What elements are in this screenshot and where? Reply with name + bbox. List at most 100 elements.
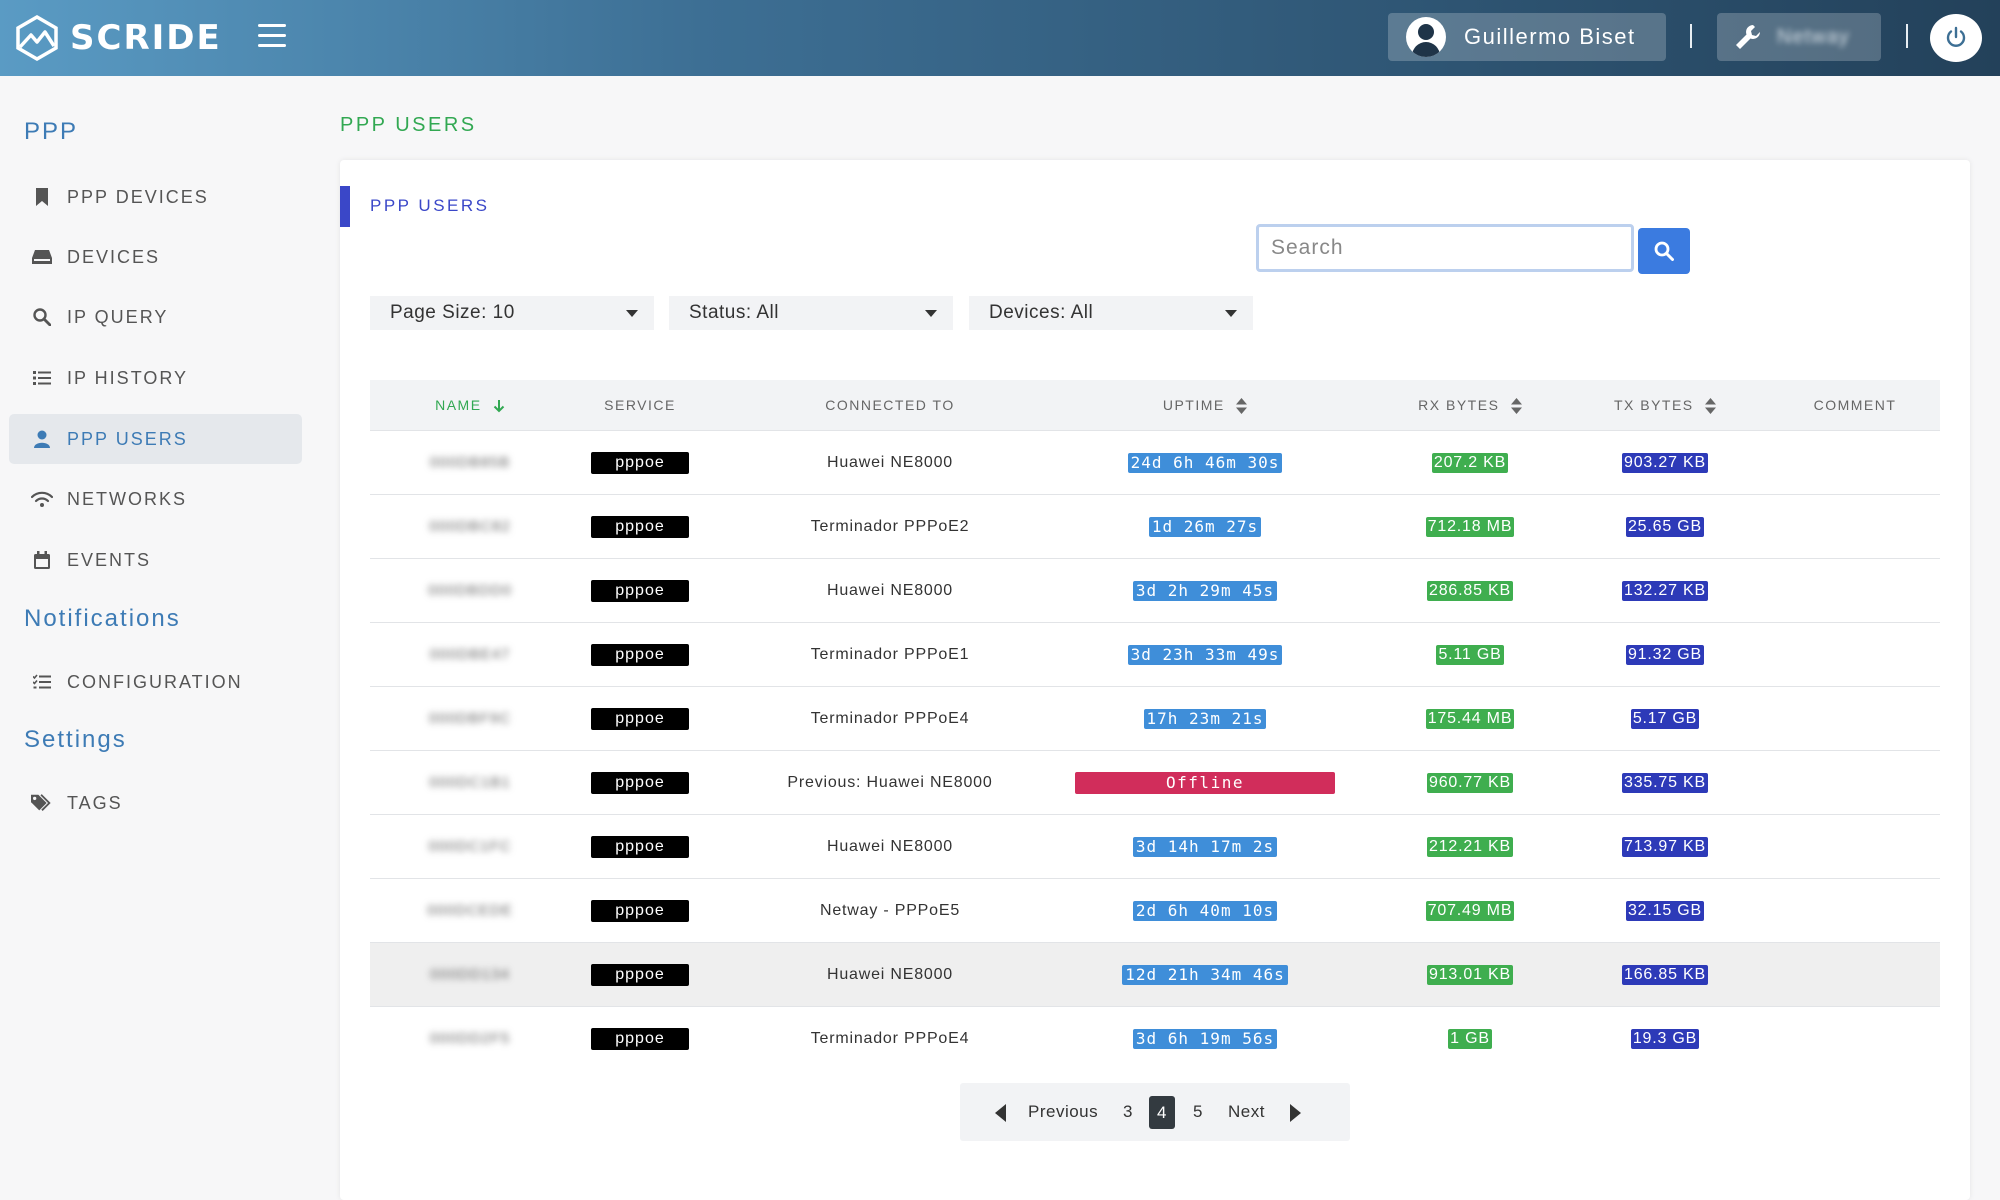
user-name-cell[interactable]: 000DBE47 xyxy=(429,646,511,663)
page-button-4-current[interactable]: 4 xyxy=(1149,1096,1175,1129)
column-header-connected-to: CONNECTED TO xyxy=(825,397,955,413)
sidebar-item-tags[interactable]: TAGS xyxy=(9,778,302,828)
user-name: Guillermo Biset xyxy=(1464,24,1636,49)
service-badge: pppoe xyxy=(591,899,689,922)
card-title: PPP USERS xyxy=(370,196,490,215)
user-menu-button[interactable]: Guillermo Biset xyxy=(1388,13,1666,61)
table-row[interactable]: 000DC1FC pppoe Huawei NE8000 3d 14h 17m 2s 2… xyxy=(370,814,1940,878)
sidebar-item-events[interactable]: EVENTS xyxy=(9,535,302,585)
user-name-cell[interactable]: 000DD134 xyxy=(430,966,510,983)
checklist-icon xyxy=(31,674,53,690)
service-badge: pppoe xyxy=(591,771,689,794)
devices-select[interactable]: Devices: All xyxy=(969,296,1253,330)
column-header-tx-bytes[interactable]: TX BYTES xyxy=(1580,380,1750,430)
status-select[interactable]: Status: All xyxy=(669,296,953,330)
page-size-select[interactable]: Page Size: 10 xyxy=(370,296,654,330)
user-name-cell[interactable]: 000DC1FC xyxy=(428,838,512,855)
sidebar-item-networks[interactable]: NETWORKS xyxy=(9,474,302,524)
table-row[interactable]: 000DBF9C pppoe Terminador PPPoE4 17h 23m 21… xyxy=(370,686,1940,750)
chevron-right-icon[interactable] xyxy=(1290,1104,1301,1122)
calendar-icon xyxy=(31,551,53,569)
table-row[interactable]: 000DD134 pppoe Huawei NE8000 12d 21h 34m 46… xyxy=(370,942,1940,1006)
user-name-cell[interactable]: 000DBC82 xyxy=(429,518,511,535)
pagination: Previous 3 4 5 Next xyxy=(960,1083,1350,1141)
sidebar-item-label: CONFIGURATION xyxy=(67,671,243,692)
column-header-rx-bytes[interactable]: RX BYTES xyxy=(1360,380,1580,430)
page-button-5[interactable]: 5 xyxy=(1193,1102,1203,1121)
sidebar-item-configuration[interactable]: CONFIGURATION xyxy=(9,657,302,707)
column-header-name[interactable]: NAME xyxy=(370,380,570,430)
chevron-down-icon xyxy=(1225,310,1237,317)
sidebar-item-ppp-users[interactable]: PPP USERS xyxy=(9,414,302,464)
table-row[interactable]: 000DB85B pppoe Huawei NE8000 24d 6h 46m 30s… xyxy=(370,430,1940,494)
table-row[interactable]: 000DCEDE pppoe Netway - PPPoE5 2d 6h 40m 10… xyxy=(370,878,1940,942)
table-row[interactable]: 000DC1B1 pppoe Previous: Huawei NE8000 Offl… xyxy=(370,750,1940,814)
sidebar-item-label: PPP DEVICES xyxy=(67,186,209,207)
chevron-left-icon[interactable] xyxy=(995,1104,1006,1122)
user-icon xyxy=(31,430,53,448)
column-header-comment: COMMENT xyxy=(1813,397,1897,413)
organization-button[interactable]: Netway xyxy=(1717,13,1881,61)
menu-toggle-button[interactable] xyxy=(258,24,286,50)
sidebar-item-ip-history[interactable]: IP HISTORY xyxy=(9,353,302,403)
table-row[interactable]: 000DD2F5 pppoe Terminador PPPoE4 3d 6h 19m … xyxy=(370,1006,1940,1070)
page-size-value: Page Size: 10 xyxy=(390,302,515,323)
connected-to-cell: Huawei NE8000 xyxy=(826,453,954,471)
top-header: SCRIDE Guillermo Biset Netway xyxy=(0,0,2000,76)
connected-to-cell: Huawei NE8000 xyxy=(826,965,954,983)
avatar-icon xyxy=(1406,17,1446,57)
sidebar-item-ppp-devices[interactable]: PPP DEVICES xyxy=(9,172,302,222)
table-row[interactable]: 000DBC82 pppoe Terminador PPPoE2 1d 26m 27s… xyxy=(370,494,1940,558)
service-badge: pppoe xyxy=(591,515,689,538)
rx-bytes-badge: 286.85 KB xyxy=(1427,580,1513,601)
service-badge: pppoe xyxy=(591,451,689,474)
organization-name: Netway xyxy=(1777,25,1850,48)
rx-bytes-badge: 212.21 KB xyxy=(1427,836,1513,857)
table-row[interactable]: 000DBDD0 pppoe Huawei NE8000 3d 2h 29m 45s 2… xyxy=(370,558,1940,622)
rx-bytes-badge: 207.2 KB xyxy=(1431,452,1509,473)
page-button-3[interactable]: 3 xyxy=(1123,1102,1133,1121)
uptime-badge: 3d 14h 17m 2s xyxy=(1132,836,1278,857)
user-name-cell[interactable]: 000DB85B xyxy=(429,454,511,471)
next-page-button[interactable]: Next xyxy=(1228,1102,1265,1121)
uptime-badge: 3d 2h 29m 45s xyxy=(1132,580,1278,601)
user-name-cell[interactable]: 000DBDD0 xyxy=(428,582,512,599)
sidebar-item-ip-query[interactable]: IP QUERY xyxy=(9,292,302,342)
connected-to-cell: Previous: Huawei NE8000 xyxy=(787,773,993,791)
table-header: NAME SERVICE CONNECTED TO UPTIME RX BYTE… xyxy=(370,380,1940,430)
logout-button[interactable] xyxy=(1930,14,1982,62)
search-input[interactable] xyxy=(1256,224,1634,272)
service-badge: pppoe xyxy=(591,707,689,730)
column-header-uptime[interactable]: UPTIME xyxy=(1050,380,1360,430)
connected-to-cell: Huawei NE8000 xyxy=(826,581,954,599)
table-row[interactable]: 000DBE47 pppoe Terminador PPPoE1 3d 23h 33m… xyxy=(370,622,1940,686)
sidebar-item-label: DEVICES xyxy=(67,246,161,267)
user-name-cell[interactable]: 000DC1B1 xyxy=(429,774,511,791)
bookmark-icon xyxy=(31,188,53,206)
table-body: 000DB85B pppoe Huawei NE8000 24d 6h 46m 30s… xyxy=(370,430,1940,1070)
previous-page-button[interactable]: Previous xyxy=(1028,1102,1099,1121)
header-divider xyxy=(1690,24,1692,48)
search-button[interactable] xyxy=(1638,228,1690,274)
devices-value: Devices: All xyxy=(989,302,1094,323)
sort-icon xyxy=(1705,398,1717,415)
rx-bytes-badge: 5.11 GB xyxy=(1436,644,1504,665)
tx-bytes-badge: 132.27 KB xyxy=(1622,580,1708,601)
sidebar-item-label: IP QUERY xyxy=(67,306,169,327)
logo[interactable]: SCRIDE xyxy=(14,14,222,62)
status-value: Status: All xyxy=(689,302,779,323)
ppp-users-table: NAME SERVICE CONNECTED TO UPTIME RX BYTE… xyxy=(370,380,1940,1070)
logo-text: SCRIDE xyxy=(70,18,222,58)
rx-bytes-badge: 913.01 KB xyxy=(1427,964,1513,985)
user-name-cell[interactable]: 000DD2F5 xyxy=(429,1030,511,1047)
user-name-cell[interactable]: 000DBF9C xyxy=(428,710,512,727)
search-icon xyxy=(31,308,53,326)
user-name-cell[interactable]: 000DCEDE xyxy=(427,902,513,919)
sidebar-item-devices[interactable]: DEVICES xyxy=(9,232,302,282)
tx-bytes-badge: 903.27 KB xyxy=(1622,452,1708,473)
tx-bytes-badge: 335.75 KB xyxy=(1622,772,1708,793)
sidebar-section-notifications: Notifications xyxy=(24,605,181,632)
power-icon xyxy=(1946,26,1966,47)
sidebar-item-label: IP HISTORY xyxy=(67,367,189,388)
tx-bytes-badge: 5.17 GB xyxy=(1630,708,1700,729)
